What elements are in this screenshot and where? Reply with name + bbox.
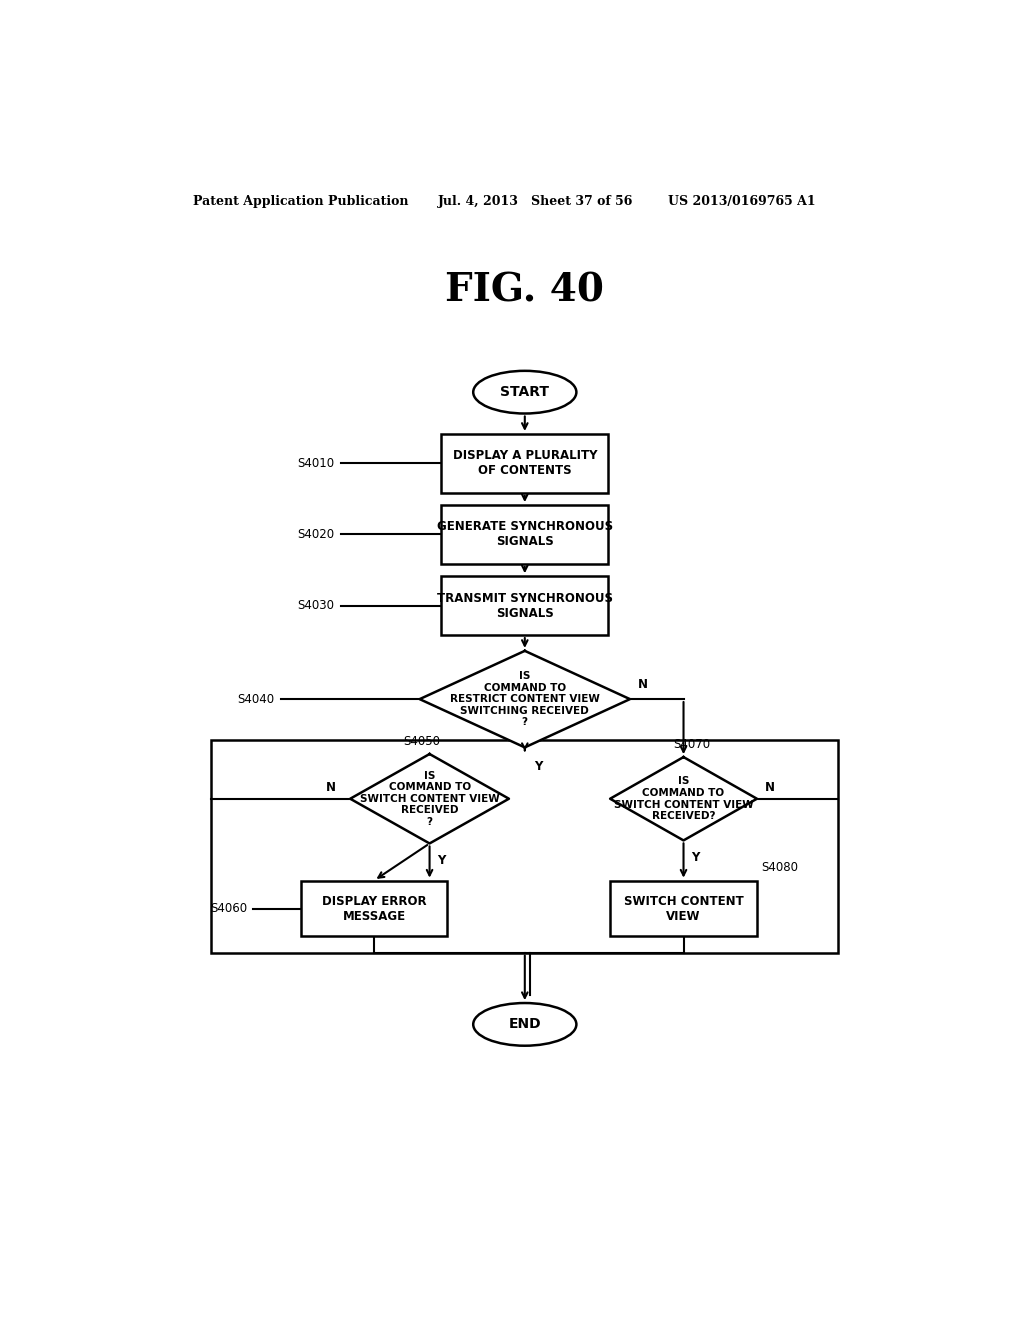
Text: N: N [638,678,648,690]
Bar [441,576,608,635]
Bar [441,506,608,564]
Text: DISPLAY A PLURALITY
OF CONTENTS: DISPLAY A PLURALITY OF CONTENTS [453,449,597,478]
Ellipse shape [473,371,577,413]
Text: S4040: S4040 [238,693,274,706]
Bar [301,880,447,936]
Text: S4080: S4080 [761,862,798,874]
Bar [441,434,608,492]
Text: S4020: S4020 [297,528,334,541]
Text: N: N [326,780,336,793]
Text: Jul. 4, 2013   Sheet 37 of 56: Jul. 4, 2013 Sheet 37 of 56 [437,195,633,209]
Text: TRANSMIT SYNCHRONOUS
SIGNALS: TRANSMIT SYNCHRONOUS SIGNALS [437,591,612,619]
Text: IS
COMMAND TO
SWITCH CONTENT VIEW
RECEIVED
?: IS COMMAND TO SWITCH CONTENT VIEW RECEIV… [359,771,500,826]
Text: S4070: S4070 [673,738,710,751]
Text: SWITCH CONTENT
VIEW: SWITCH CONTENT VIEW [624,895,743,923]
Text: Y: Y [691,850,699,863]
Text: GENERATE SYNCHRONOUS
SIGNALS: GENERATE SYNCHRONOUS SIGNALS [437,520,612,549]
Text: START: START [501,385,549,399]
Bar [211,739,839,953]
Text: S4010: S4010 [297,457,334,470]
Text: Patent Application Publication: Patent Application Publication [194,195,409,209]
Text: S4060: S4060 [210,902,247,915]
Polygon shape [420,651,630,747]
Text: IS
COMMAND TO
SWITCH CONTENT VIEW
RECEIVED?: IS COMMAND TO SWITCH CONTENT VIEW RECEIV… [613,776,754,821]
Bar [610,880,757,936]
Polygon shape [610,758,757,841]
Text: END: END [509,1018,541,1031]
Text: US 2013/0169765 A1: US 2013/0169765 A1 [668,195,815,209]
Text: DISPLAY ERROR
MESSAGE: DISPLAY ERROR MESSAGE [322,895,426,923]
Text: FIG. 40: FIG. 40 [445,272,604,309]
Polygon shape [350,754,509,843]
Text: Y: Y [437,854,445,867]
Text: IS
COMMAND TO
RESTRICT CONTENT VIEW
SWITCHING RECEIVED
?: IS COMMAND TO RESTRICT CONTENT VIEW SWIT… [450,671,600,727]
Text: S4050: S4050 [403,735,440,748]
Text: N: N [765,780,775,793]
Ellipse shape [473,1003,577,1045]
Text: S4030: S4030 [297,599,334,612]
Text: Y: Y [535,759,543,772]
